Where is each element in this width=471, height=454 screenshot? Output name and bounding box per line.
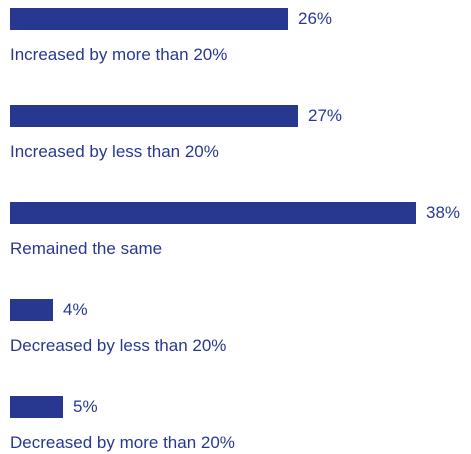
- category-label: Decreased by less than 20%: [10, 336, 227, 355]
- bar-row: 26%: [10, 8, 332, 30]
- bar-row: 4%: [10, 299, 88, 321]
- category-label: Increased by less than 20%: [10, 142, 219, 161]
- category-label: Decreased by more than 20%: [10, 433, 235, 452]
- category-label: Increased by more than 20%: [10, 45, 228, 64]
- bar: [10, 299, 53, 321]
- category-label: Remained the same: [10, 239, 163, 258]
- bar: [10, 105, 298, 127]
- bar: [10, 8, 288, 30]
- bar-row: 38%: [10, 202, 460, 224]
- bar-value-label: 27%: [308, 106, 343, 125]
- bar-row: 27%: [10, 105, 342, 127]
- bar-value-label: 26%: [298, 9, 333, 28]
- bar: [10, 396, 63, 418]
- bar-row: 5%: [10, 396, 98, 418]
- bar: [10, 202, 416, 224]
- bar-value-label: 4%: [63, 300, 88, 319]
- bar-value-label: 38%: [426, 203, 461, 222]
- bar-value-label: 5%: [73, 397, 98, 416]
